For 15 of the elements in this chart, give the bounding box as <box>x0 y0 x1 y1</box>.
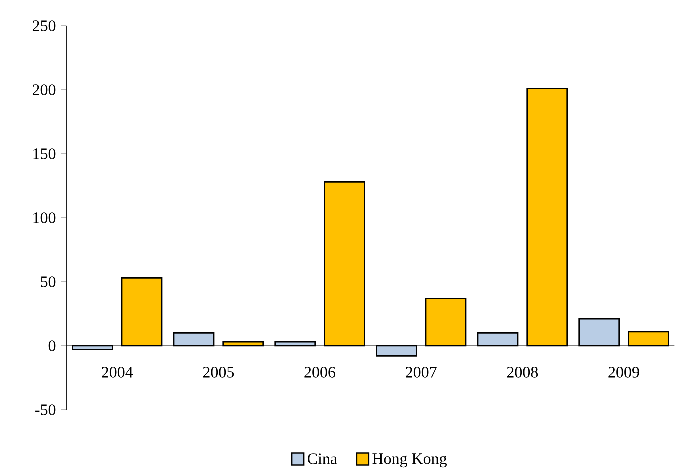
y-tick-label: 100 <box>34 212 56 224</box>
legend-label: Hong Kong <box>372 454 448 468</box>
y-tick-label: 250 <box>32 20 56 32</box>
y-tick-label: 200 <box>32 84 56 96</box>
y-tick-label: 150 <box>34 148 56 160</box>
y-tick-label: 0 <box>48 340 56 352</box>
x-tick-label: 2009 <box>608 367 640 378</box>
x-tick-label: 2008 <box>507 367 538 378</box>
y-tick-label: -50 <box>36 404 56 416</box>
legend-label: Cina <box>308 454 338 464</box>
x-tick-label: 2005 <box>203 367 234 378</box>
y-tick-label: 50 <box>41 276 56 288</box>
x-tick-label: 2004 <box>102 367 134 378</box>
x-tick-label: 2007 <box>406 367 437 378</box>
x-tick-label: 2006 <box>304 367 336 378</box>
